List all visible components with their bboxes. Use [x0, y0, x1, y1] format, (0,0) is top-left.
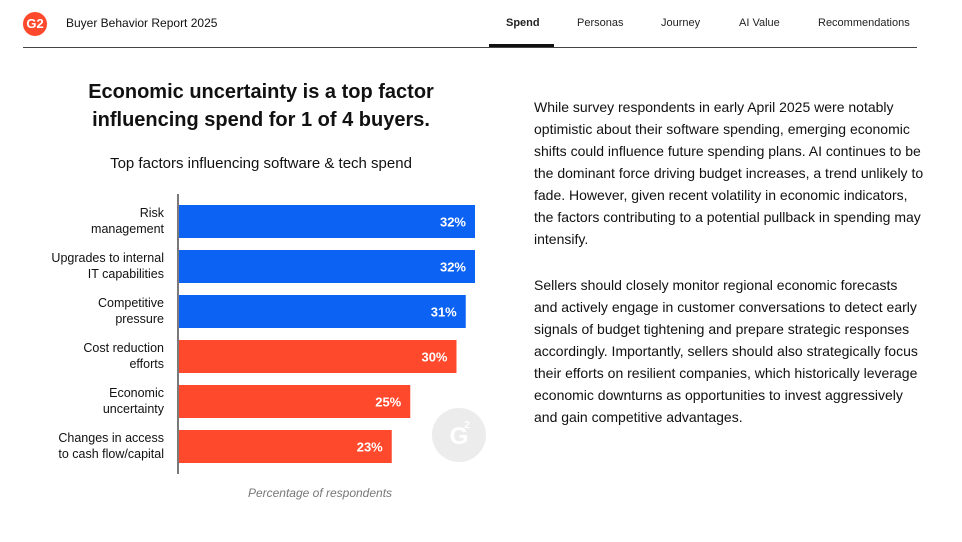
chart-title: Top factors influencing software & tech … [110, 155, 412, 172]
bar-2 [179, 250, 475, 283]
report-title: Buyer Behavior Report 2025 [66, 16, 218, 30]
bar-value-label-6: 23% [357, 440, 383, 455]
x-axis-label: Percentage of respondents [247, 486, 393, 500]
watermark-g2-icon: G 2 [432, 408, 486, 462]
g2-logo[interactable]: G2 [23, 12, 47, 36]
bar-6 [179, 430, 392, 463]
bar-chart: G 2 32% Risk management 32% Upgrades to inte… [51, 194, 486, 474]
bar-5 [179, 385, 411, 418]
svg-text:G: G [450, 423, 469, 450]
tab-journey[interactable]: Journey [661, 17, 701, 29]
category-label-6: Changes in access to cash flow/capital [58, 431, 164, 461]
page-headline: Economic uncertainty is a top factor inf… [88, 81, 434, 131]
svg-text:2: 2 [464, 420, 470, 431]
bar-1 [179, 205, 475, 238]
category-label-5: Economic uncertainty [103, 386, 165, 416]
active-tab-indicator [489, 44, 554, 47]
tab-spend[interactable]: Spend [506, 17, 540, 29]
category-label-1: Risk management [91, 206, 165, 236]
category-label-4: Cost reduction efforts [83, 341, 164, 371]
category-label-2: Upgrades to internal IT capabilities [51, 251, 164, 281]
bar-value-label-3: 31% [431, 305, 457, 320]
body-paragraph-2: Sellers should closely monitor regional … [534, 277, 918, 425]
bar-value-label-1: 32% [440, 215, 466, 230]
bar-4 [179, 340, 457, 373]
tab-recommendations[interactable]: Recommendations [818, 17, 910, 29]
header-divider [23, 47, 917, 48]
bar-value-label-4: 30% [421, 350, 447, 365]
category-label-3: Competitive pressure [98, 296, 164, 326]
top-header: G2 Buyer Behavior Report 2025 Spend Pers… [0, 0, 962, 48]
bar-value-label-5: 25% [375, 395, 401, 410]
bar-3 [179, 295, 466, 328]
bar-value-label-2: 32% [440, 260, 466, 275]
body-paragraph-1: While survey respondents in early April … [534, 99, 924, 247]
tab-personas[interactable]: Personas [577, 17, 624, 29]
tab-ai-value[interactable]: AI Value [739, 17, 780, 29]
